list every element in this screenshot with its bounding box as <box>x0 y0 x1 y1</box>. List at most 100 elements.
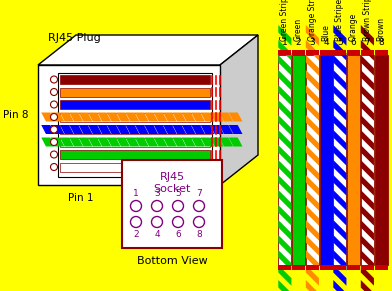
Polygon shape <box>182 138 196 146</box>
Polygon shape <box>154 138 167 146</box>
Polygon shape <box>278 130 291 151</box>
Text: 8: 8 <box>378 38 384 47</box>
Polygon shape <box>125 138 139 146</box>
Text: Blue Striped: Blue Striped <box>336 0 345 41</box>
Polygon shape <box>306 160 319 181</box>
Bar <box>60 88 210 97</box>
Polygon shape <box>116 125 130 134</box>
Bar <box>60 113 210 122</box>
Bar <box>278 55 291 265</box>
Circle shape <box>51 88 58 95</box>
Bar <box>374 55 388 265</box>
Circle shape <box>151 200 163 212</box>
Polygon shape <box>361 40 374 61</box>
Text: Orange Striped: Orange Striped <box>308 0 317 41</box>
Polygon shape <box>361 130 374 151</box>
Polygon shape <box>278 235 291 256</box>
Polygon shape <box>98 138 111 146</box>
Text: Bottom View: Bottom View <box>137 256 207 266</box>
Polygon shape <box>278 160 291 181</box>
Text: Brown: Brown <box>377 17 386 41</box>
Bar <box>292 55 305 265</box>
Polygon shape <box>361 70 374 91</box>
Polygon shape <box>144 113 158 122</box>
Polygon shape <box>88 138 102 146</box>
Polygon shape <box>333 115 347 136</box>
Polygon shape <box>191 138 205 146</box>
Polygon shape <box>163 138 177 146</box>
Polygon shape <box>41 138 55 146</box>
Polygon shape <box>154 113 167 122</box>
Polygon shape <box>278 205 291 226</box>
Polygon shape <box>361 115 374 136</box>
Polygon shape <box>69 125 83 134</box>
Polygon shape <box>163 125 177 134</box>
Bar <box>58 73 212 177</box>
Circle shape <box>51 101 58 108</box>
Polygon shape <box>278 250 291 271</box>
Polygon shape <box>60 138 74 146</box>
Polygon shape <box>51 113 64 122</box>
Text: Orange: Orange <box>349 13 358 41</box>
Bar <box>38 65 220 185</box>
Polygon shape <box>306 250 319 271</box>
Circle shape <box>172 217 183 228</box>
Polygon shape <box>333 70 347 91</box>
Polygon shape <box>306 100 319 121</box>
Polygon shape <box>125 113 139 122</box>
Circle shape <box>51 76 58 83</box>
Polygon shape <box>333 25 347 46</box>
Polygon shape <box>333 160 347 181</box>
Polygon shape <box>79 125 93 134</box>
Bar <box>60 125 210 134</box>
Bar <box>361 265 374 270</box>
Polygon shape <box>220 125 233 134</box>
Polygon shape <box>182 125 196 134</box>
Polygon shape <box>88 113 102 122</box>
Polygon shape <box>107 125 121 134</box>
Polygon shape <box>51 138 64 146</box>
Polygon shape <box>163 113 177 122</box>
Circle shape <box>51 139 58 146</box>
Polygon shape <box>144 125 158 134</box>
Polygon shape <box>278 70 291 91</box>
Polygon shape <box>333 265 347 286</box>
Polygon shape <box>306 220 319 241</box>
Text: 5: 5 <box>175 189 181 198</box>
Polygon shape <box>116 138 130 146</box>
Polygon shape <box>210 113 224 122</box>
Polygon shape <box>333 55 347 76</box>
Text: Green Striped: Green Striped <box>280 0 289 41</box>
Polygon shape <box>306 265 319 286</box>
Polygon shape <box>333 130 347 151</box>
Polygon shape <box>107 138 121 146</box>
Polygon shape <box>333 145 347 166</box>
Polygon shape <box>135 125 149 134</box>
Text: 6: 6 <box>175 230 181 239</box>
Polygon shape <box>278 145 291 166</box>
Polygon shape <box>220 113 233 122</box>
Text: 7: 7 <box>196 189 202 198</box>
Text: 5: 5 <box>337 38 343 47</box>
Polygon shape <box>278 190 291 211</box>
Polygon shape <box>278 220 291 241</box>
Bar <box>374 265 388 270</box>
Polygon shape <box>333 235 347 256</box>
Polygon shape <box>201 125 214 134</box>
Bar <box>347 265 360 270</box>
Polygon shape <box>201 113 214 122</box>
Text: 4: 4 <box>154 230 160 239</box>
Polygon shape <box>306 205 319 226</box>
Polygon shape <box>144 138 158 146</box>
Polygon shape <box>38 35 258 65</box>
Bar <box>278 50 291 55</box>
Polygon shape <box>361 160 374 181</box>
Polygon shape <box>333 40 347 61</box>
Polygon shape <box>229 138 242 146</box>
Polygon shape <box>210 138 224 146</box>
Bar <box>333 50 347 55</box>
Polygon shape <box>361 250 374 271</box>
Polygon shape <box>41 125 55 134</box>
Polygon shape <box>135 138 149 146</box>
Polygon shape <box>361 55 374 76</box>
